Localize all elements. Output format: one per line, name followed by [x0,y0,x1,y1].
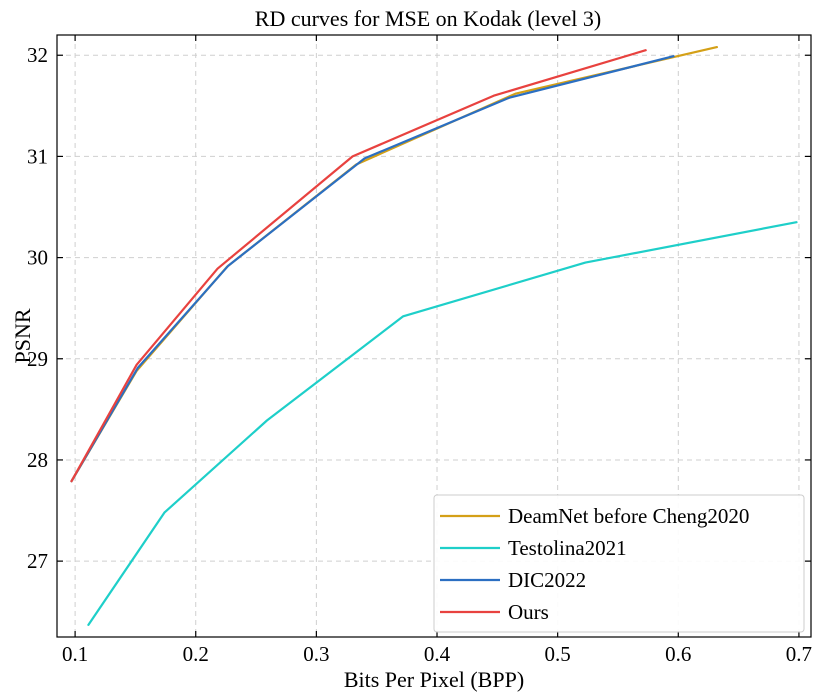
y-axis-label: PSNR [10,308,35,363]
series-layer [70,45,798,627]
y-tick-label: 28 [27,448,48,472]
x-axis-label: Bits Per Pixel (BPP) [344,667,524,692]
x-tick-label: 0.3 [303,642,329,666]
series-line-dic2022 [70,55,675,483]
y-tick-label: 27 [27,549,48,573]
y-tick-label: 32 [27,43,48,67]
legend-label-dic2022: DIC2022 [508,568,586,592]
legend-label-ours: Ours [508,600,549,624]
y-tick-label: 31 [27,144,48,168]
axis-ticks: 0.1 0.2 0.3 0.4 0.5 0.6 0.7 27 28 29 30 31 32 [27,35,812,666]
x-tick-label: 0.7 [786,642,812,666]
x-tick-label: 0.5 [545,642,571,666]
legend-label-deamnet-before-cheng2020: DeamNet before Cheng2020 [508,504,749,528]
y-tick-label: 29 [27,347,48,371]
x-tick-label: 0.6 [665,642,691,666]
y-tick-label: 30 [27,246,48,270]
x-tick-label: 0.1 [62,642,88,666]
plot-frame [56,34,812,638]
legend-label-testolina2021: Testolina2021 [508,536,627,560]
x-tick-label: 0.2 [183,642,209,666]
chart-title: RD curves for MSE on Kodak (level 3) [255,6,601,31]
legend: DeamNet before Cheng2020 Testolina2021 DIC… [433,494,805,633]
grid [57,35,811,637]
series-line-deamnet-before-cheng2020 [70,45,719,483]
series-line-testolina2021 [87,221,798,627]
legend-items: DeamNet before Cheng2020 Testolina2021 DIC… [440,504,749,624]
x-tick-label: 0.4 [424,642,451,666]
legend-box [433,494,805,633]
series-line-ours [70,49,647,483]
